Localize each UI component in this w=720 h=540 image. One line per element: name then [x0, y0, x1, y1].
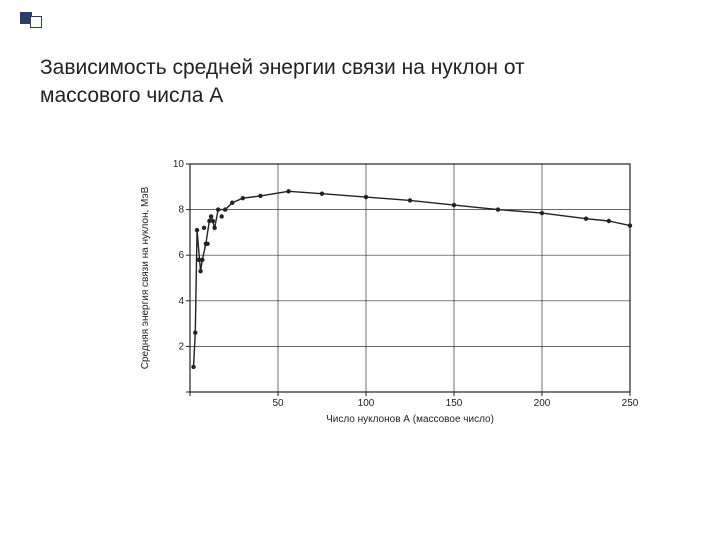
data-point: [212, 226, 216, 230]
y-tick-label: 4: [178, 296, 184, 307]
y-tick-label: 6: [178, 250, 184, 261]
data-point: [628, 223, 632, 227]
slide-title: Зависимость средней энергии связи на нук…: [40, 54, 580, 111]
data-point: [216, 207, 220, 211]
data-point: [241, 196, 245, 200]
y-axis-title: Средняя энергия связи на нуклон, МэВ: [140, 186, 151, 369]
binding-energy-chart: 2 4 6 8 10 50 100 150 200 250 Средняя энергия связ…: [120, 150, 660, 440]
data-point: [211, 219, 215, 223]
x-tick-label: 150: [446, 398, 463, 409]
data-point: [408, 198, 412, 202]
data-point: [607, 219, 611, 223]
x-tick-label: 100: [358, 398, 375, 409]
data-point: [584, 217, 588, 221]
data-point: [364, 195, 368, 199]
x-tick-label: 50: [272, 398, 284, 409]
data-point: [219, 214, 223, 218]
data-point: [320, 191, 324, 195]
data-point: [191, 365, 195, 369]
y-tick-label: 8: [178, 205, 184, 216]
x-tick-label: 250: [622, 398, 639, 409]
data-point: [452, 203, 456, 207]
data-point: [202, 226, 206, 230]
data-point: [209, 214, 213, 218]
data-point: [198, 269, 202, 273]
data-point: [197, 258, 201, 262]
data-point: [193, 331, 197, 335]
data-point: [230, 201, 234, 205]
data-point: [540, 211, 544, 215]
y-tick-label: 2: [178, 341, 184, 352]
y-tick-label: 10: [173, 159, 185, 170]
data-point: [286, 189, 290, 193]
x-tick-label: 200: [534, 398, 551, 409]
data-point: [496, 207, 500, 211]
data-point: [223, 207, 227, 211]
data-point: [205, 242, 209, 246]
x-axis-title: Число нуклонов А (массовое число): [326, 414, 494, 425]
data-point: [195, 228, 199, 232]
chart-svg: 2 4 6 8 10 50 100 150 200 250 Средняя энергия связ…: [120, 150, 660, 440]
data-point: [258, 194, 262, 198]
slide-bullet-decor: [20, 12, 48, 40]
